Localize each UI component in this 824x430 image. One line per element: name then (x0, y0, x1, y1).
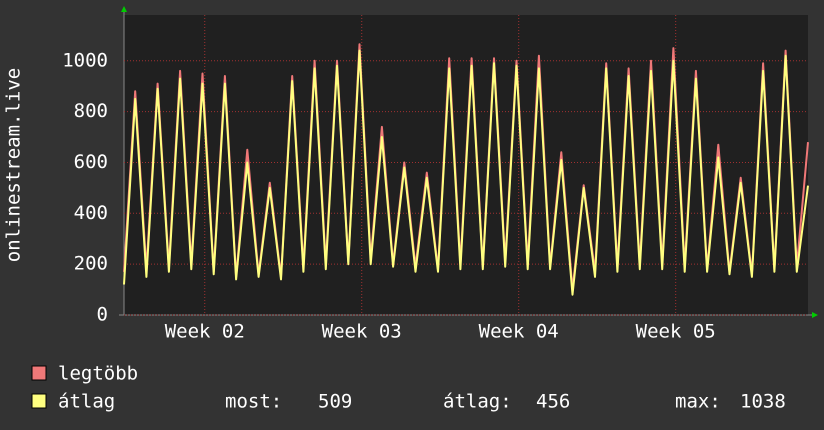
stat-value: 456 (536, 391, 570, 413)
y-tick-label: 400 (74, 202, 108, 224)
stat-label: max: (675, 391, 721, 413)
legend-swatch (31, 365, 47, 381)
series-line (123, 49, 809, 296)
x-tick-label: Week 02 (165, 321, 245, 343)
y-tick-label: 600 (74, 151, 108, 173)
y-tick-label: 200 (74, 253, 108, 275)
y-tick-label: 0 (97, 304, 108, 326)
stat-label: most: (225, 391, 282, 413)
legend-label: legtöbb (58, 363, 138, 385)
x-tick-label: Week 04 (479, 321, 559, 343)
x-arrow (812, 312, 818, 318)
y-tick-label: 800 (74, 100, 108, 122)
stat-value: 1038 (740, 391, 786, 413)
y-axis-label: onlinestream.live (3, 68, 25, 262)
x-tick-label: Week 03 (322, 321, 402, 343)
y-arrow (121, 6, 127, 12)
stat-value: 509 (318, 391, 352, 413)
stat-label: átlag: (443, 391, 512, 413)
legend-label: átlag (58, 391, 115, 413)
legend-swatch (31, 393, 47, 409)
x-tick-label: Week 05 (636, 321, 716, 343)
y-tick-label: 1000 (62, 49, 108, 71)
